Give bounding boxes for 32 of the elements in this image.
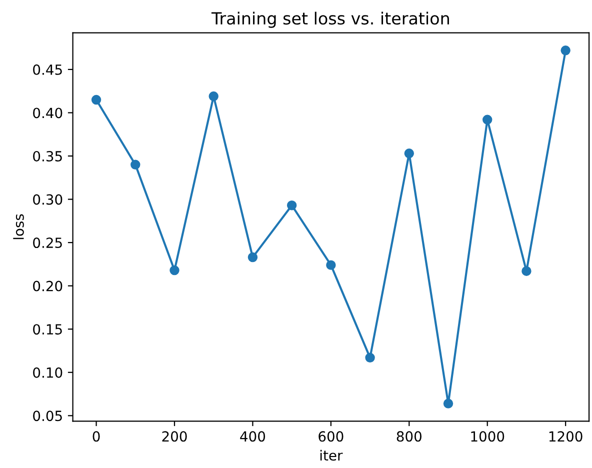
x-tick-label: 200 [162, 431, 187, 442]
point [248, 252, 258, 262]
point [404, 148, 414, 158]
y-tick-label: 0.40 [33, 108, 62, 118]
x-tick-label: 1000 [471, 431, 504, 442]
point [522, 266, 532, 276]
point [170, 265, 180, 276]
y-tick-label: 0.30 [33, 194, 62, 205]
x-tick-label: 600 [318, 431, 344, 442]
point [130, 160, 140, 170]
point [286, 200, 297, 210]
point [91, 94, 102, 105]
point [482, 114, 492, 125]
y-tick-label: 0.05 [33, 410, 62, 422]
x-tick-label: 400 [240, 431, 266, 442]
x-tick-label: 1200 [549, 431, 582, 442]
y-tick-label: 0.15 [33, 324, 62, 335]
x-tick-label: 800 [396, 431, 422, 442]
point [443, 398, 454, 408]
y-tick-label: 0.20 [33, 280, 62, 292]
point [560, 46, 570, 56]
chart-title: Training set loss vs. iteration [211, 12, 449, 28]
point [365, 352, 375, 363]
x-tick-label: 0 [92, 431, 100, 442]
y-tick-label: 0.10 [33, 367, 62, 378]
y-tick-label: 0.45 [33, 64, 62, 75]
y-axis-title: loss [13, 214, 24, 240]
point [208, 91, 218, 102]
point [326, 260, 336, 270]
y-tick-label: 0.25 [33, 238, 62, 248]
y-tick-label: 0.35 [33, 150, 62, 162]
x-axis-title: iter [320, 450, 343, 461]
